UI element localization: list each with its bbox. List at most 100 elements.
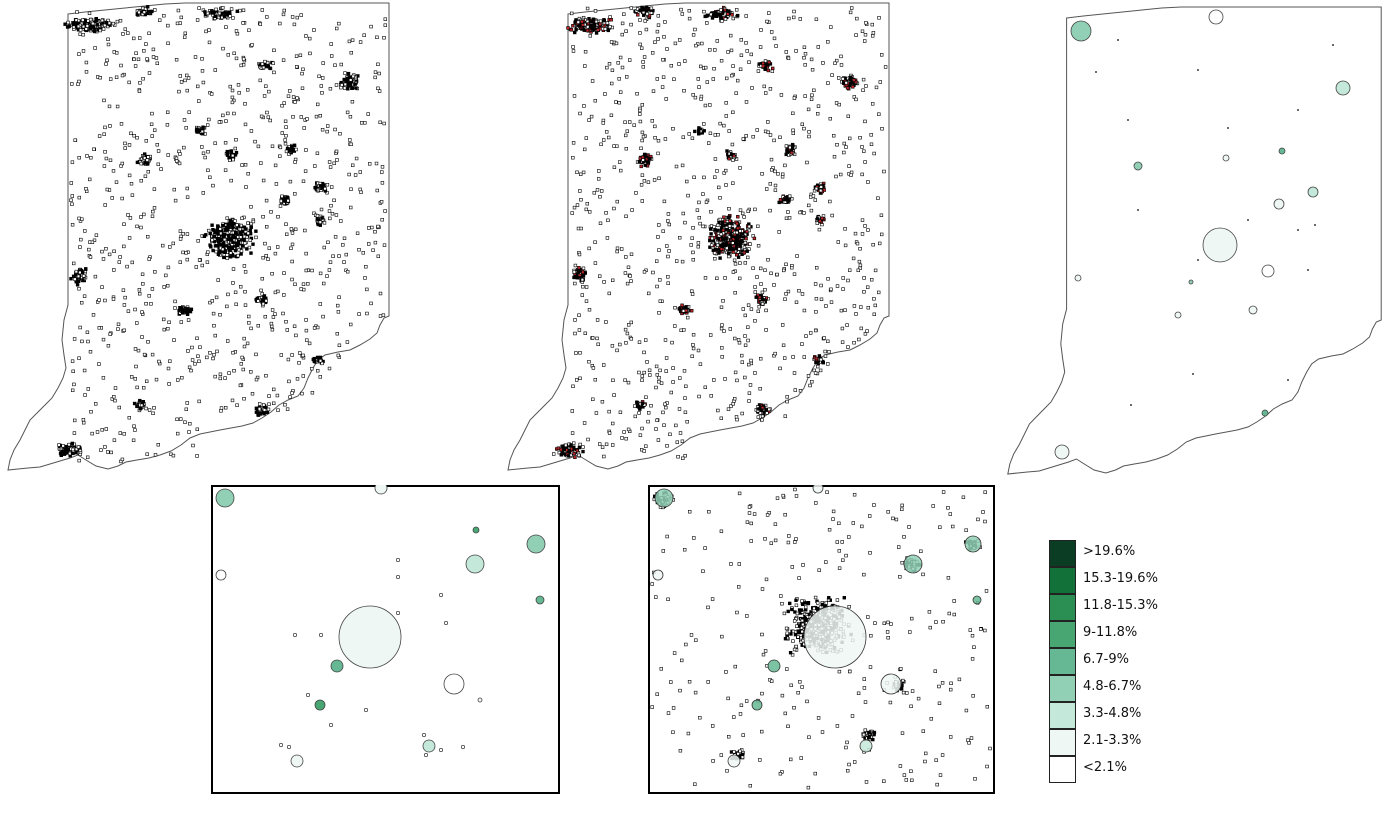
point-marker xyxy=(231,16,235,20)
point-marker xyxy=(230,95,235,100)
point-marker xyxy=(947,611,951,616)
point-marker xyxy=(90,240,95,244)
point-marker xyxy=(794,603,799,608)
point-marker xyxy=(122,432,126,436)
point-marker xyxy=(682,328,686,332)
point-marker xyxy=(239,362,243,366)
point-marker xyxy=(246,172,250,176)
state-outline xyxy=(1007,6,1382,475)
point-marker xyxy=(353,173,358,177)
point-marker xyxy=(848,669,852,674)
point-marker xyxy=(185,257,189,262)
point-marker xyxy=(687,509,692,514)
point-marker xyxy=(303,169,308,173)
point-marker xyxy=(597,169,601,173)
point-marker xyxy=(720,346,724,350)
point-marker xyxy=(102,98,106,103)
point-marker xyxy=(178,21,182,25)
point-marker xyxy=(280,194,284,198)
point-marker xyxy=(580,19,584,24)
point-marker xyxy=(101,376,106,380)
point-marker xyxy=(848,10,853,15)
point-marker xyxy=(593,9,598,13)
point-marker xyxy=(682,547,687,552)
point-marker xyxy=(862,290,866,294)
point-marker xyxy=(775,272,779,277)
point-marker xyxy=(826,40,830,44)
point-marker xyxy=(618,55,623,60)
point-marker xyxy=(172,187,176,192)
small-point xyxy=(1127,119,1129,121)
point-marker xyxy=(312,359,317,364)
point-marker xyxy=(251,219,256,224)
point-marker xyxy=(362,33,366,37)
point-marker xyxy=(737,562,742,566)
point-marker xyxy=(282,101,286,105)
point-marker xyxy=(654,427,658,431)
point-marker xyxy=(818,219,822,223)
point-marker xyxy=(99,448,103,452)
point-marker xyxy=(681,309,686,313)
point-marker xyxy=(970,657,975,661)
point-marker xyxy=(629,6,633,10)
point-marker xyxy=(108,158,113,162)
point-marker xyxy=(240,355,244,360)
point-marker xyxy=(721,299,725,303)
point-marker xyxy=(847,762,851,767)
point-marker xyxy=(94,402,98,406)
point-marker xyxy=(724,237,728,241)
point-marker xyxy=(329,204,333,208)
point-marker xyxy=(874,85,879,90)
small-point xyxy=(1197,259,1199,261)
point-marker xyxy=(145,452,149,456)
point-marker xyxy=(820,730,825,734)
point-marker xyxy=(179,417,183,421)
point-marker xyxy=(886,636,890,640)
point-marker xyxy=(233,153,238,157)
point-marker xyxy=(855,241,860,246)
point-marker xyxy=(239,63,243,68)
point-marker xyxy=(396,611,400,615)
point-marker xyxy=(294,65,299,69)
point-marker xyxy=(282,199,286,203)
point-marker xyxy=(949,681,953,685)
point-marker xyxy=(578,111,582,116)
point-marker xyxy=(100,285,104,289)
point-layer xyxy=(57,5,387,464)
point-marker xyxy=(266,407,271,412)
point-marker xyxy=(763,537,767,541)
point-marker xyxy=(863,119,867,124)
point-marker xyxy=(664,369,668,373)
point-marker xyxy=(786,724,790,728)
point-marker xyxy=(167,382,171,386)
point-marker xyxy=(705,21,709,25)
point-marker xyxy=(873,621,877,625)
point-marker xyxy=(794,644,798,649)
point-marker xyxy=(747,247,751,251)
point-marker xyxy=(730,73,734,78)
point-marker xyxy=(265,15,269,19)
point-marker xyxy=(718,196,722,200)
point-marker xyxy=(683,453,687,458)
point-marker xyxy=(873,303,877,308)
point-marker xyxy=(693,27,697,32)
point-marker xyxy=(745,520,750,524)
point-marker xyxy=(301,282,306,286)
point-marker xyxy=(753,207,757,212)
point-marker xyxy=(719,529,724,534)
point-marker xyxy=(235,223,239,227)
point-marker xyxy=(337,21,341,26)
point-marker xyxy=(792,9,796,14)
point-marker xyxy=(574,18,578,22)
point-marker xyxy=(793,632,798,637)
point-marker xyxy=(344,252,348,257)
point-marker xyxy=(921,572,925,577)
point-marker xyxy=(847,605,851,609)
point-marker xyxy=(201,151,206,155)
point-marker xyxy=(677,407,682,411)
point-marker xyxy=(376,62,380,67)
point-marker xyxy=(767,11,771,15)
point-marker xyxy=(611,278,615,282)
point-marker xyxy=(88,349,93,354)
point-marker xyxy=(744,100,749,104)
